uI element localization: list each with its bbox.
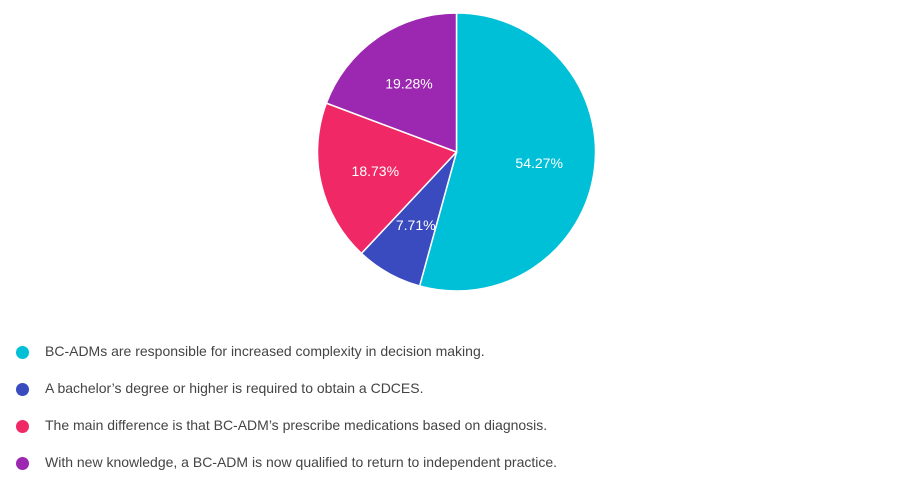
slice-data-label: 19.28%: [385, 75, 432, 91]
legend-label: A bachelor’s degree or higher is require…: [45, 380, 424, 396]
legend-label: With new knowledge, a BC-ADM is now qual…: [45, 454, 558, 470]
legend-label: The main difference is that BC-ADM’s pre…: [45, 417, 548, 433]
pie-slice: [325, 12, 458, 154]
legend-item: A bachelor’s degree or higher is require…: [0, 375, 903, 405]
legend-item: The main difference is that BC-ADM’s pre…: [0, 412, 903, 442]
slice-data-label: 54.27%: [515, 155, 562, 171]
legend-swatch: [16, 420, 29, 433]
slice-data-label: 18.73%: [352, 163, 399, 179]
pie-chart: 54.27% 7.71% 18.73% 19.28%: [316, 12, 597, 292]
pie-slice: [418, 12, 597, 292]
legend-item: BC-ADMs are responsible for increased co…: [0, 338, 903, 368]
pie-slice: [316, 102, 458, 255]
legend-swatch: [16, 457, 29, 470]
legend-item: With new knowledge, a BC-ADM is now qual…: [0, 449, 903, 479]
legend-label: BC-ADMs are responsible for increased co…: [45, 343, 485, 359]
legend-swatch: [16, 346, 29, 359]
slice-data-label: 7.71%: [396, 217, 436, 233]
legend-swatch: [16, 383, 29, 396]
